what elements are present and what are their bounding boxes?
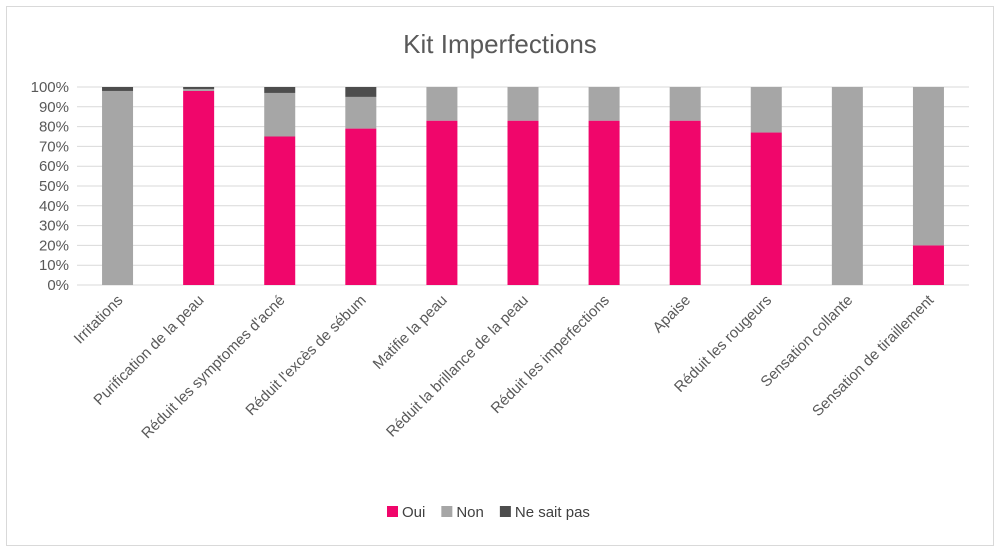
x-category-label: Irritations <box>71 292 127 348</box>
bar-segment-non <box>507 87 539 121</box>
bar-segment-oui <box>345 128 377 285</box>
bars <box>102 87 944 286</box>
bar-segment-oui <box>264 136 296 285</box>
x-category-label: Matifie la peau <box>370 292 451 373</box>
y-tick-label: 40% <box>39 198 69 215</box>
bar-segment-non <box>426 87 458 121</box>
y-tick-label: 100% <box>31 79 69 96</box>
bar-segment-ne-sait-pas <box>183 87 215 89</box>
chart-title: Kit Imperfections <box>403 29 597 59</box>
legend-label: Oui <box>402 504 425 521</box>
bar-segment-non <box>183 88 215 91</box>
chart-svg: Kit Imperfections 0% 10% 20% 30% 40% 50% 60% 70… <box>31 29 969 521</box>
legend-item: Non <box>441 504 484 521</box>
y-tick-label: 10% <box>39 257 69 274</box>
y-tick-label: 30% <box>39 218 69 235</box>
bar-segment-non <box>912 87 944 246</box>
legend-label: Non <box>456 504 484 521</box>
legend-item: Ne sait pas <box>499 504 590 521</box>
y-tick-label: 20% <box>39 237 69 254</box>
bar-segment-non <box>588 87 620 121</box>
bar-segment-non <box>102 90 134 286</box>
legend-swatch <box>441 506 453 517</box>
legend-swatch <box>499 506 511 517</box>
y-tick-label: 80% <box>39 119 69 136</box>
bar-segment-oui <box>183 90 215 286</box>
y-axis-ticks: 0% 10% 20% 30% 40% 50% 60% 70% 80% 90% 100% <box>31 79 69 294</box>
legend-swatch <box>387 506 398 517</box>
bar-segment-non <box>264 92 296 137</box>
bar-segment-oui <box>426 120 458 285</box>
bar-segment-oui <box>588 120 620 285</box>
bar-segment-oui <box>912 245 944 285</box>
x-category-label: Réduit la brillance de la peau <box>383 292 532 441</box>
bar-segment-non <box>750 87 782 133</box>
legend-item: Oui <box>387 504 425 521</box>
y-tick-label: 70% <box>39 138 69 155</box>
bar-segment-non <box>345 96 377 129</box>
bar-segment-oui <box>507 120 539 285</box>
bar-segment-ne-sait-pas <box>264 87 296 93</box>
bar-segment-ne-sait-pas <box>102 87 134 91</box>
y-tick-label: 50% <box>39 178 69 195</box>
bar-segment-ne-sait-pas <box>345 87 377 97</box>
chart-frame: Kit Imperfections 0% 10% 20% 30% 40% 50% 60% 70… <box>6 6 994 546</box>
bar-segment-non <box>831 87 863 285</box>
y-tick-label: 90% <box>39 99 69 116</box>
y-tick-label: 0% <box>47 277 69 294</box>
bar-segment-non <box>669 87 701 121</box>
legend: Oui Non Ne sait pas <box>387 504 590 521</box>
bar-segment-oui <box>669 120 701 285</box>
x-category-label: Apaise <box>650 292 694 336</box>
y-tick-label: 60% <box>39 158 69 175</box>
x-category-label: Réduit les symptomes d'acné <box>138 292 288 442</box>
bar-segment-oui <box>750 132 782 285</box>
legend-label: Ne sait pas <box>515 504 590 521</box>
